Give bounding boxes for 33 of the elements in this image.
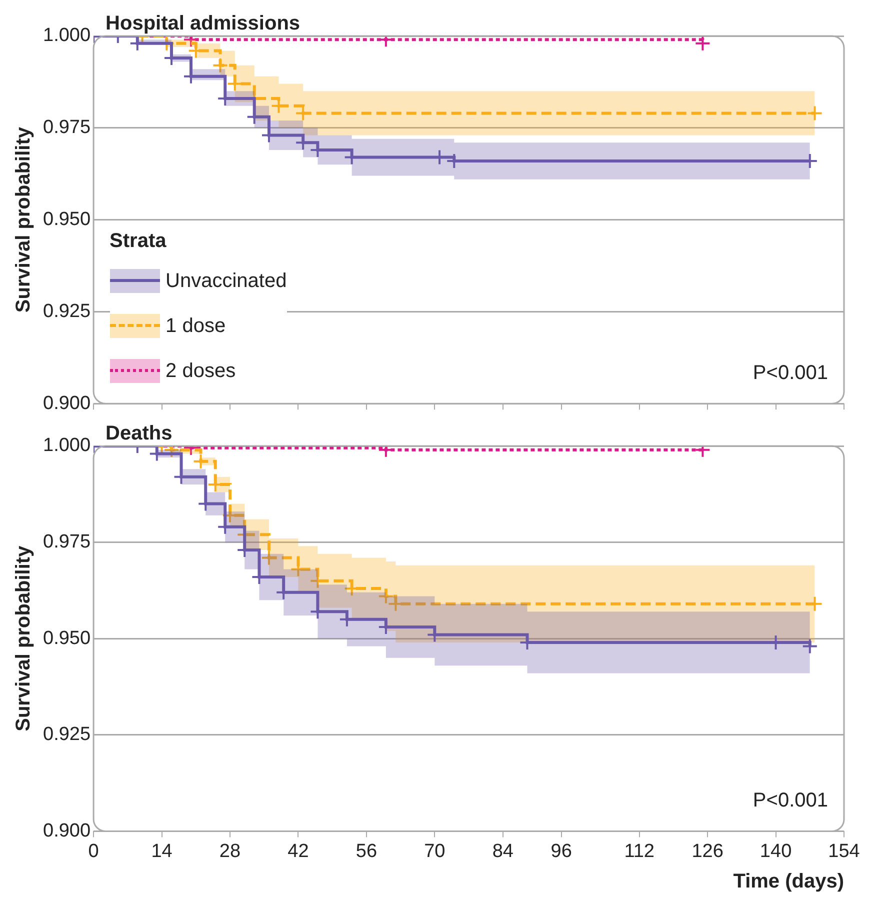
legend-label: 1 dose [166, 314, 226, 338]
x-tick-label: 112 [624, 840, 654, 862]
y-tick-label: 0.925 [43, 724, 91, 746]
y-axis-title: Survival probability [12, 126, 35, 313]
x-tick-label: 154 [828, 840, 860, 862]
x-tick-label: 42 [288, 840, 309, 862]
y-tick-label: 1.000 [43, 25, 91, 46]
y-tick-label: 0.975 [43, 117, 91, 138]
x-tick-label: 84 [492, 840, 514, 862]
x-tick-label: 70 [424, 840, 446, 862]
y-tick-label: 0.900 [43, 392, 91, 414]
y-tick-label: 0.975 [43, 532, 91, 553]
x-tick-label: 14 [151, 840, 173, 862]
x-tick-label: 56 [356, 840, 378, 862]
x-tick-label: 28 [219, 840, 241, 862]
y-tick-label: 0.900 [43, 820, 91, 842]
x-axis-title: Time (days) [733, 870, 844, 893]
y-tick-label: 0.925 [43, 300, 91, 322]
chart-title: Hospital admissions [106, 12, 300, 35]
annotation: P<0.001 [752, 362, 828, 384]
y-axis-title: Survival probability [12, 544, 35, 732]
y-tick-label: 1.000 [43, 435, 91, 456]
x-tick-label: 96 [550, 840, 572, 862]
chart-title: Deaths [106, 422, 172, 445]
y-tick-label: 0.950 [43, 628, 91, 649]
x-tick-label: 126 [692, 840, 724, 862]
legend-label: Unvaccinated [166, 270, 287, 293]
legend-title: Strata [110, 230, 168, 253]
annotation: P<0.001 [752, 790, 828, 812]
x-tick-label: 140 [760, 840, 792, 862]
legend-label: 2 doses [166, 360, 236, 383]
y-tick-label: 0.950 [43, 209, 91, 230]
x-tick-label: 0 [88, 840, 99, 862]
